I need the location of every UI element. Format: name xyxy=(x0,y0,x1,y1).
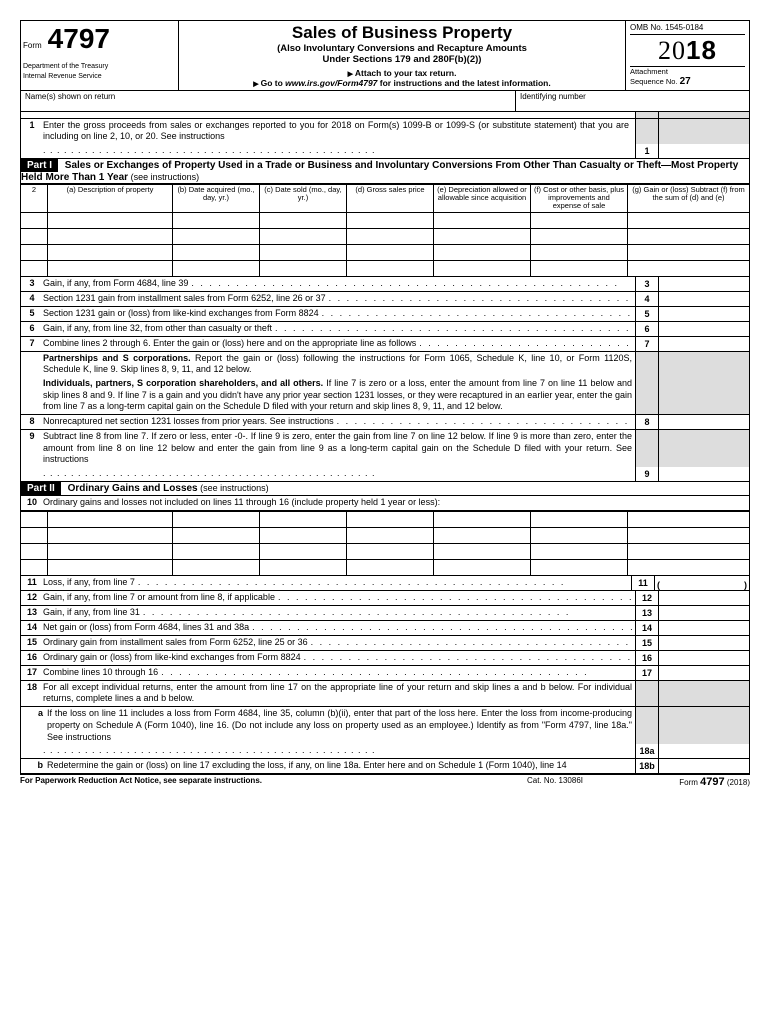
col-f: (f) Cost or other basis, plus improvemen… xyxy=(531,184,628,212)
line-12: 12Gain, if any, from line 7 or amount fr… xyxy=(20,591,750,606)
line-7-amount[interactable] xyxy=(658,337,749,351)
form-ref: Form 4797 (2018) xyxy=(630,776,750,788)
table-row[interactable] xyxy=(21,527,750,543)
line-8: 8Nonrecaptured net section 1231 losses f… xyxy=(20,415,750,430)
col-g: (g) Gain or (loss) Subtract (f) from the… xyxy=(628,184,750,212)
line-8-amount[interactable] xyxy=(658,415,749,429)
line-4: 4Section 1231 gain from installment sale… xyxy=(20,292,750,307)
part-2-header: Part II Ordinary Gains and Losses (see i… xyxy=(20,482,750,496)
goto-line: Go to www.irs.gov/Form4797 for instructi… xyxy=(183,78,621,88)
line-17: 17Combine lines 10 through 16. . . . . .… xyxy=(20,666,750,681)
tax-year: 2018 xyxy=(630,35,745,66)
line-3: 3Gain, if any, from Form 4684, line 39. … xyxy=(20,277,750,292)
table-row[interactable] xyxy=(21,511,750,527)
names-field[interactable]: Name(s) shown on return xyxy=(21,91,515,111)
part1-table: 2 (a) Description of property (b) Date a… xyxy=(20,184,750,277)
col-d: (d) Gross sales price xyxy=(347,184,434,212)
line-7-partnerships: Partnerships and S corporations. Report … xyxy=(20,352,750,377)
table-row[interactable] xyxy=(21,228,750,244)
line-4-amount[interactable] xyxy=(658,292,749,306)
id-field[interactable]: Identifying number xyxy=(515,91,749,111)
table-row[interactable] xyxy=(21,244,750,260)
line-9-amount[interactable] xyxy=(658,467,749,481)
line-6: 6Gain, if any, from line 32, from other … xyxy=(20,322,750,337)
line-18b: bRedetermine the gain or (loss) on line … xyxy=(20,759,750,774)
line-15-amount[interactable] xyxy=(658,636,749,650)
form-4797: Form 4797 Department of the Treasury Int… xyxy=(20,20,750,788)
line-18b-amount[interactable] xyxy=(658,759,749,773)
line-5-amount[interactable] xyxy=(658,307,749,321)
table-row[interactable] xyxy=(21,212,750,228)
name-id-row: Name(s) shown on return Identifying numb… xyxy=(20,91,750,112)
line-15: 15Ordinary gain from installment sales f… xyxy=(20,636,750,651)
line-16: 16Ordinary gain or (loss) from like-kind… xyxy=(20,651,750,666)
table-row[interactable] xyxy=(21,260,750,276)
line-13-amount[interactable] xyxy=(658,606,749,620)
col-b: (b) Date acquired (mo., day, yr.) xyxy=(173,184,260,212)
table-row[interactable] xyxy=(21,559,750,575)
form-footer: For Paperwork Reduction Act Notice, see … xyxy=(20,774,750,788)
line-18a: aIf the loss on line 11 includes a loss … xyxy=(20,707,750,744)
line-5: 5Section 1231 gain or (loss) from like-k… xyxy=(20,307,750,322)
subtitle1: (Also Involuntary Conversions and Recapt… xyxy=(183,43,621,54)
line-1-amount[interactable] xyxy=(658,144,749,158)
line-16-amount[interactable] xyxy=(658,651,749,665)
line-14: 14Net gain or (loss) from Form 4684, lin… xyxy=(20,621,750,636)
part2-table xyxy=(20,511,750,576)
line-13: 13Gain, if any, from line 31. . . . . . … xyxy=(20,606,750,621)
header-right: OMB No. 1545-0184 2018 Attachment Sequen… xyxy=(626,21,749,90)
line-17-amount[interactable] xyxy=(658,666,749,680)
dept-line2: Internal Revenue Service xyxy=(23,73,173,81)
part-1-header: Part I Sales or Exchanges of Property Us… xyxy=(20,159,750,184)
line-11: 11Loss, if any, from line 7. . . . . . .… xyxy=(20,576,750,591)
omb-number: OMB No. 1545-0184 xyxy=(630,23,745,35)
form-number: 4797 xyxy=(48,23,110,55)
line-12-amount[interactable] xyxy=(658,591,749,605)
table-row[interactable] xyxy=(21,543,750,559)
form-word: Form xyxy=(23,41,42,50)
line-3-amount[interactable] xyxy=(658,277,749,291)
line-7: 7Combine lines 2 through 6. Enter the ga… xyxy=(20,337,750,352)
attachment-seq: Attachment Sequence No. 27 xyxy=(630,66,745,87)
form-header: Form 4797 Department of the Treasury Int… xyxy=(20,20,750,91)
header-left: Form 4797 Department of the Treasury Int… xyxy=(21,21,179,90)
dept-line1: Department of the Treasury xyxy=(23,63,173,71)
subtitle2: Under Sections 179 and 280F(b)(2)) xyxy=(183,54,621,65)
line-11-amount[interactable]: () xyxy=(654,576,749,590)
line-9: 9Subtract line 8 from line 7. If zero or… xyxy=(20,430,750,467)
line-7-individuals: Individuals, partners, S corporation sha… xyxy=(20,377,750,415)
line-18a-amount[interactable] xyxy=(658,744,749,758)
paperwork-notice: For Paperwork Reduction Act Notice, see … xyxy=(20,776,480,788)
col-c: (c) Date sold (mo., day, yr.) xyxy=(260,184,347,212)
cat-number: Cat. No. 13086I xyxy=(480,776,630,788)
col-e: (e) Depreciation allowed or allowable si… xyxy=(434,184,531,212)
line-1: 1 Enter the gross proceeds from sales or… xyxy=(20,119,750,144)
header-center: Sales of Business Property (Also Involun… xyxy=(179,21,626,90)
form-title: Sales of Business Property xyxy=(183,23,621,43)
col-a: (a) Description of property xyxy=(48,184,173,212)
line-10: 10Ordinary gains and losses not included… xyxy=(20,496,750,511)
line-6-amount[interactable] xyxy=(658,322,749,336)
attach-line: Attach to your tax return. xyxy=(183,68,621,78)
line-18: 18For all except individual returns, ent… xyxy=(20,681,750,707)
line-14-amount[interactable] xyxy=(658,621,749,635)
